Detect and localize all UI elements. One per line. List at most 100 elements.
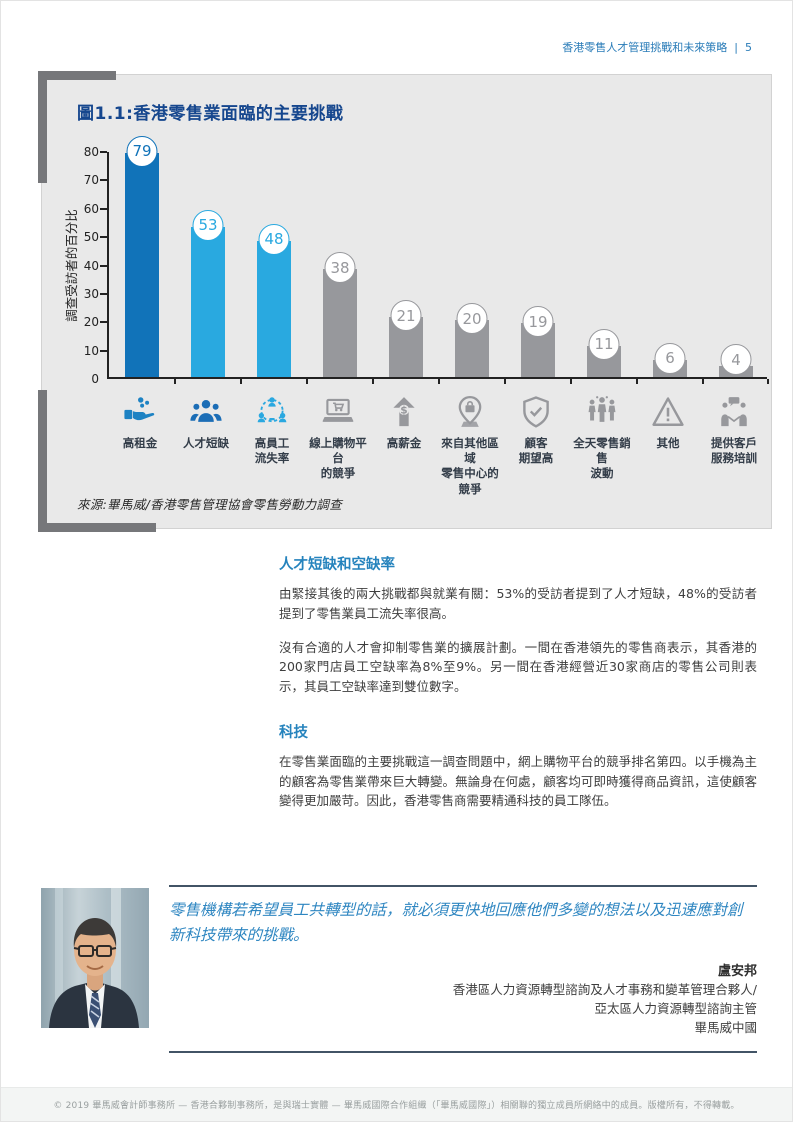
x-axis-tick: [438, 379, 440, 384]
chart-plot: 調查受訪者的百分比 79 53 48 38 21 20 19 11 6 4 0 10 20 30 40 50…: [64, 135, 769, 386]
x-axis-tick: [372, 379, 374, 384]
bar-value-badge: 20: [456, 303, 488, 335]
category: 高租金: [107, 389, 173, 497]
svg-text:$: $: [400, 404, 407, 417]
bar-column: 19: [505, 150, 571, 377]
bar-column: 6: [637, 150, 703, 377]
location-pin-icon: [439, 389, 501, 429]
footer: © 2019 畢馬威會計師事務所 — 香港合夥制事務所，是與瑞士實體 — 畢馬威…: [1, 1087, 792, 1121]
category-label: 高員工 流失率: [254, 436, 290, 466]
y-axis-tick-label: 80: [83, 145, 99, 159]
category-label: 高薪金: [386, 436, 422, 450]
customer-service-icon: [703, 389, 765, 429]
bar-value-badge: 21: [390, 300, 422, 332]
category: $ 高薪金: [371, 389, 437, 497]
category-label: 全天零售銷售 波動: [573, 436, 631, 481]
bar-value-badge: 38: [324, 252, 356, 284]
header-title: 香港零售人才管理挑戰和未來策略: [562, 41, 728, 54]
portrait-illustration: [41, 888, 149, 1028]
quote-attribution: 盧安邦 香港區人力資源轉型諮詢及人才事務和變革管理合夥人/ 亞太區人力資源轉型諮…: [169, 962, 757, 1054]
page-header: 香港零售人才管理挑戰和未來策略 | 5: [562, 39, 752, 55]
y-axis-tick: [100, 179, 107, 182]
y-axis-tick-label: 50: [83, 230, 99, 245]
bar-column: 53: [175, 150, 241, 377]
y-axis-tick: [100, 236, 107, 239]
category: 線上購物平台 的競爭: [305, 389, 371, 497]
portrait-photo: [41, 888, 149, 1028]
corner-bracket-top: [38, 71, 116, 80]
category-label: 人才短缺: [183, 436, 229, 450]
paragraph: 由緊接其後的兩大挑戰都與就業有關：53%的受訪者提到了人才短缺，48%的受訪者提…: [279, 586, 757, 621]
paragraph: 沒有合適的人才會抑制零售業的擴展計劃。一間在香港領先的零售商表示，其香港的200…: [279, 639, 757, 695]
y-axis-tick-label: 60: [83, 201, 99, 216]
y-axis-tick: [100, 151, 107, 153]
category: 高員工 流失率: [239, 389, 305, 497]
bar-column: 20: [439, 150, 505, 377]
shield-check-icon: [505, 389, 567, 429]
warning-triangle-icon: [637, 389, 699, 429]
quote-text: 零售機構若希望員工共轉型的話，就必須更快地回應他們多變的想法以及迅速應對創新科技…: [169, 901, 743, 944]
chart-title: 圖1.1:香港零售業面臨的主要挑戰: [77, 104, 344, 124]
corner-bracket-bottom: [38, 523, 156, 532]
quote-author-name: 盧安邦: [717, 963, 757, 979]
category: 人才短缺: [173, 389, 239, 497]
y-axis-tick: [100, 292, 107, 295]
bar-column: 79: [109, 135, 175, 377]
x-axis-tick: [504, 379, 506, 384]
quote-author-title: 亞太區人力資源轉型諮詢主管: [594, 1000, 757, 1016]
x-axis-tick: [240, 379, 242, 384]
copyright-text: © 2019 畢馬威會計師事務所 — 香港合夥制事務所，是與瑞士實體 — 畢馬威…: [53, 1101, 740, 1111]
x-axis-tick: [636, 379, 638, 384]
category-label: 顧客 期望高: [518, 436, 554, 466]
bar-value-badge: 48: [258, 223, 290, 255]
bar: [125, 152, 159, 377]
bar-value-badge: 6: [654, 342, 686, 374]
body-content: 人才短缺和空缺率 由緊接其後的兩大挑戰都與就業有關：53%的受訪者提到了人才短缺…: [279, 553, 757, 825]
x-axis-tick: [174, 379, 176, 384]
bar: [257, 240, 291, 377]
y-axis-tick-label: 30: [83, 286, 99, 301]
y-axis-tick: [100, 349, 107, 352]
y-axis-tick-label: 70: [83, 173, 99, 188]
section-heading-technology: 科技: [279, 724, 308, 741]
x-axis-tick: [767, 379, 769, 384]
y-axis-tick-label: 10: [83, 343, 99, 358]
bars-row: 79 53 48 38 21 20 19 11 6 4: [109, 135, 769, 377]
chart-panel: 圖1.1:香港零售業面臨的主要挑戰 調查受訪者的百分比 79 53 48 38 21 20…: [38, 71, 772, 532]
quote-author-title: 香港區人力資源轉型諮詢及人才事務和變革管理合夥人/: [452, 982, 757, 998]
people-row-icon: [571, 389, 633, 429]
bar-value-badge: 53: [192, 209, 224, 241]
quote-author-company: 畢馬威中國: [694, 1019, 757, 1035]
y-axis-tick-label: 0: [91, 372, 99, 386]
category: 全天零售銷售 波動: [569, 389, 635, 497]
bar-column: 4: [703, 150, 769, 377]
y-axis-tick: [100, 321, 107, 324]
category: 來自其他區域 零售中心的 競爭: [437, 389, 503, 497]
x-axis-tick: [570, 379, 572, 384]
category: 提供客戶 服務培訓: [701, 389, 767, 497]
y-axis-tick: [100, 264, 107, 267]
category: 其他: [635, 389, 701, 497]
x-axis-tick: [702, 379, 704, 384]
chart-source: 來源:畢馬威/香港零售管理協會零售勞動力調查: [77, 497, 343, 512]
category-label: 線上購物平台 的競爭: [309, 436, 367, 481]
quote-body: 零售機構若希望員工共轉型的話，就必須更快地回應他們多變的想法以及迅速應對創新科技…: [169, 885, 757, 1054]
bar-value-badge: 19: [522, 306, 554, 338]
category-label: 來自其他區域 零售中心的 競爭: [441, 436, 499, 496]
corner-bracket-left-top: [38, 71, 47, 183]
category-label: 高租金: [122, 436, 158, 450]
laptop-cart-icon: [307, 389, 369, 429]
paragraph: 在零售業面臨的主要挑戰這一調查問題中，網上購物平台的競爭排名第四。以手機為主的顧…: [279, 753, 757, 809]
corner-bracket-left-bottom: [38, 390, 47, 532]
category: 顧客 期望高: [503, 389, 569, 497]
bar-column: 21: [373, 150, 439, 377]
bar-column: 38: [307, 150, 373, 377]
salary-up-icon: $: [373, 389, 435, 429]
y-axis-tick-label: 40: [83, 258, 99, 273]
hand-coins-icon: [109, 389, 171, 429]
category-label: 提供客戶 服務培訓: [711, 436, 757, 466]
bar: [323, 269, 357, 377]
bar: [191, 226, 225, 377]
header-separator: |: [734, 40, 738, 54]
